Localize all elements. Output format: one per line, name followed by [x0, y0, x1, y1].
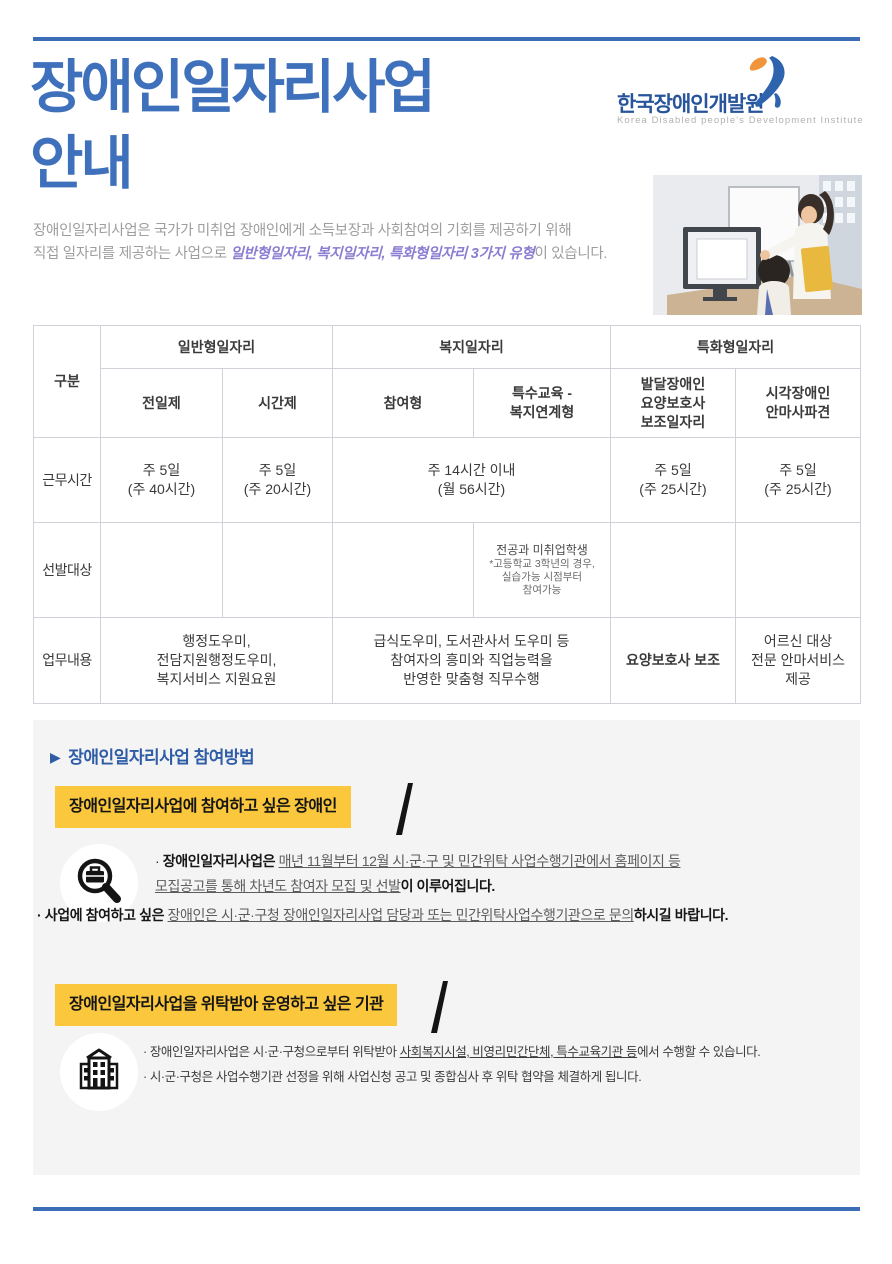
logo-name-ko: 한국장애인개발원: [617, 93, 765, 116]
cell-selection-special-edu: 전공과 미취업학생 *고등학교 3학년의 경우, 실습가능 시점부터 참여가능: [473, 522, 611, 618]
seated-man: [757, 255, 791, 315]
person-badge: 장애인일자리사업에 참여하고 싶은 장애인: [55, 786, 351, 828]
top-rule: [33, 37, 860, 41]
logo-name-en: Korea Disabled people's Development Inst…: [617, 115, 864, 126]
section-heading: ▶ 장애인일자리사업 참여방법: [50, 743, 255, 768]
intro-line2-suffix: 이 있습니다.: [534, 246, 608, 262]
section-heading-text: 장애인일자리사업 참여방법: [68, 748, 255, 767]
page-title: 장애인일자리사업 안내: [30, 50, 436, 202]
standing-woman: [760, 191, 834, 299]
intro-line1: 장애인일자리사업은 국가가 미취업 장애인에게 소득보장과 사회참여의 기회를 …: [33, 223, 572, 239]
cell-selection-care-assist: [610, 522, 736, 618]
col-header-care-assist: 발달장애인 요양보호사 보조일자리: [610, 368, 736, 438]
row-label-duties: 업무내용: [33, 617, 101, 704]
col-header-fulltime: 전일제: [100, 368, 223, 438]
row-label-work-hours: 근무시간: [33, 437, 101, 523]
cell-hours-welfare: 주 14시간 이내 (월 56시간): [332, 437, 611, 523]
page-title-line1: 장애인일자리사업: [30, 55, 436, 120]
cell-duties-general: 행정도우미, 전담지원행정도우미, 복지서비스 지원요원: [100, 617, 333, 704]
cell-selection-fulltime: [100, 522, 223, 618]
org-bullet-2: · 시·군·구청은 사업수행기관 선정을 위해 사업신청 공고 및 종합심사 후…: [143, 1070, 642, 1084]
org-bullet-1: · 장애인일자리사업은 시·군·구청으로부터 위탁받아 사회복지시설, 비영리민…: [143, 1045, 761, 1059]
cell-hours-parttime: 주 5일 (주 20시간): [222, 437, 333, 523]
brush-slash-icon: [431, 981, 448, 1033]
logo-mark-icon: [749, 56, 785, 108]
col-header-special-edu: 특수교육 - 복지연계형: [473, 368, 611, 438]
bottom-rule: [33, 1207, 860, 1211]
intro-highlight: 일반형일자리, 복지일자리, 특화형일자리 3가지 유형: [230, 246, 535, 262]
group-header-general: 일반형일자리: [100, 325, 333, 369]
program-table: 구분 일반형일자리 복지일자리 특화형일자리 전일제 시간제 참여형 특수교육 …: [33, 325, 861, 704]
org-bullets: · 장애인일자리사업은 시·군·구청으로부터 위탁받아 사회복지시설, 비영리민…: [143, 1040, 873, 1090]
cell-selection-massage: [735, 522, 861, 618]
cell-duties-welfare: 급식도우미, 도서관사서 도우미 등 참여자의 흥미와 직업능력을 반영한 맞춤…: [332, 617, 611, 704]
col-header-participation: 참여형: [332, 368, 474, 438]
col-header-massage: 시각장애인 안마사파견: [735, 368, 861, 438]
table-corner-label: 구분: [33, 325, 101, 438]
cell-selection-participation: [332, 522, 474, 618]
group-header-special: 특화형일자리: [610, 325, 861, 369]
cell-hours-fulltime: 주 5일 (주 40시간): [100, 437, 223, 523]
intro-paragraph: 장애인일자리사업은 국가가 미취업 장애인에게 소득보장과 사회참여의 기회를 …: [33, 220, 633, 266]
arrow-icon: ▶: [50, 749, 61, 765]
row-label-selection: 선발대상: [33, 522, 101, 618]
cell-duties-massage: 어르신 대상 전문 안마서비스 제공: [735, 617, 861, 704]
job-search-icon: [60, 844, 138, 922]
person-bullet-1: · 장애인일자리사업은 매년 11월부터 12월 시·군·구 및 민간위탁 사업…: [155, 853, 681, 894]
org-badge: 장애인일자리사업을 위탁받아 운영하고 싶은 기관: [55, 984, 398, 1026]
cell-duties-care-assist: 요양보호사 보조: [610, 617, 736, 704]
office-photo: [653, 175, 862, 315]
intro-line2-prefix: 직접 일자리를 제공하는 사업으로: [33, 246, 231, 262]
page-title-line2: 안내: [30, 131, 134, 196]
cell-hours-massage: 주 5일 (주 25시간): [735, 437, 861, 523]
person-bullet-2: · 사업에 참여하고 싶은 장애인은 시·군·구청 장애인일자리사업 담당과 또…: [37, 907, 729, 923]
brush-slash-icon: [396, 783, 413, 835]
group-header-welfare: 복지일자리: [332, 325, 611, 369]
col-header-parttime: 시간제: [222, 368, 333, 438]
building-icon: [60, 1033, 138, 1111]
cell-selection-parttime: [222, 522, 333, 618]
cell-hours-care-assist: 주 5일 (주 25시간): [610, 437, 736, 523]
